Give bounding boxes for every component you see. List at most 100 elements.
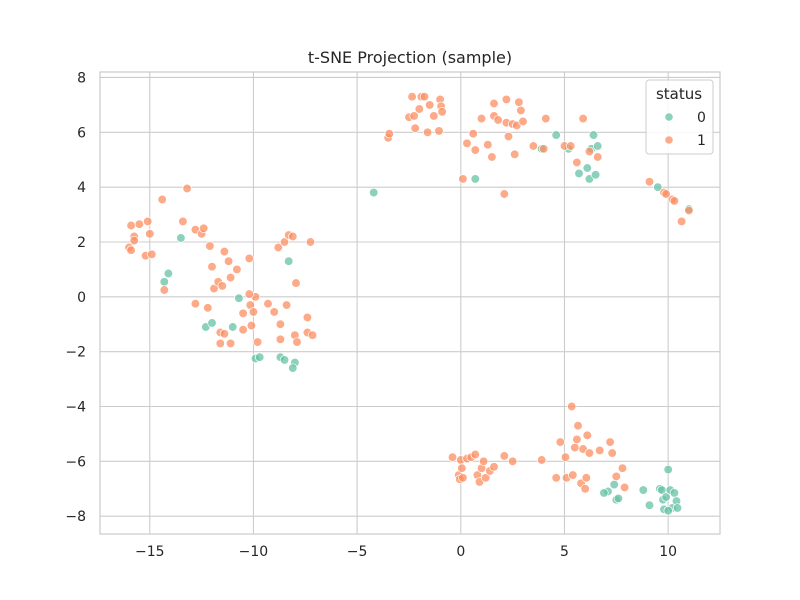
y-tick-label: −2 [65,345,86,361]
data-point-status-0 [159,277,169,287]
data-point-status-1 [263,299,273,309]
y-tick-label: 4 [77,180,86,196]
data-point-status-0 [613,493,624,504]
data-point-status-0 [593,141,603,151]
data-point-status-1 [437,107,447,117]
data-point-status-0 [470,174,480,184]
data-point-status-0 [672,503,683,513]
data-point-status-0 [369,187,379,198]
data-point-status-1 [207,262,217,272]
data-point-status-0 [669,488,680,498]
data-point-status-1 [462,138,472,148]
data-point-status-1 [147,249,157,259]
data-point-status-0 [176,233,186,243]
data-point-status-1 [292,337,302,347]
data-point-status-1 [489,462,499,472]
legend-box [645,79,714,155]
data-point-status-1 [566,141,576,151]
data-point-status-1 [434,126,444,136]
legend-marker-0 [664,112,674,122]
data-point-status-1 [244,289,254,299]
data-point-status-1 [145,229,155,239]
data-point-status-0 [163,268,174,279]
data-point-status-1 [560,452,571,462]
data-point-status-1 [468,129,478,139]
data-point-status-1 [238,325,248,335]
data-point-status-1 [593,152,603,162]
data-point-status-0 [638,485,648,495]
data-point-status-1 [288,231,298,242]
data-point-status-0 [228,322,238,332]
data-point-status-1 [595,445,605,456]
data-point-status-1 [126,245,136,255]
data-point-status-1 [273,242,283,253]
data-point-status-1 [199,223,209,233]
chart-title: t-SNE Projection (sample) [308,48,512,67]
data-point-status-1 [217,281,227,291]
data-point-status-1 [232,264,242,275]
data-point-status-1 [578,113,588,124]
y-tick-labels: −8 −6 −4 −2 0 2 4 6 8 [65,70,86,525]
data-point-status-0 [609,479,619,490]
data-point-status-1 [458,174,468,184]
data-point-status-1 [269,307,279,317]
data-point-status-1 [572,157,582,168]
data-point-status-1 [503,131,514,142]
data-point-status-1 [507,456,518,466]
data-point-status-0 [661,492,671,502]
data-point-status-1 [537,455,547,465]
data-point-status-1 [275,334,286,344]
data-point-status-1 [501,94,512,105]
data-point-status-1 [570,442,580,453]
data-point-status-1 [248,307,259,317]
data-point-status-0 [663,506,673,516]
data-point-status-1 [126,220,136,231]
y-tick-label: 2 [77,235,86,251]
data-point-status-1 [223,256,234,266]
data-point-status-1 [551,473,561,483]
data-point-status-1 [182,183,192,194]
x-tick-label: 10 [659,544,677,560]
data-point-status-1 [581,473,591,483]
data-point-status-1 [129,235,139,246]
data-point-status-0 [599,488,609,498]
data-point-status-1 [483,140,493,150]
data-point-status-1 [157,194,167,205]
data-point-status-1 [528,141,539,151]
data-point-status-0 [582,163,592,173]
data-point-status-1 [190,299,201,309]
data-point-status-1 [410,123,420,133]
data-point-status-1 [487,152,497,162]
data-point-status-1 [407,92,417,102]
legend-title: status [656,85,702,103]
data-point-status-1 [219,329,230,339]
legend-marker-1 [664,135,674,145]
y-tick-label: 6 [77,125,86,141]
data-point-status-0 [590,170,601,180]
data-point-status-1 [669,196,680,206]
data-point-status-1 [605,437,615,447]
x-tick-label: −10 [239,544,269,560]
data-point-status-1 [252,337,263,347]
data-point-status-1 [244,253,254,264]
data-point-status-1 [225,338,236,349]
data-point-status-1 [458,473,468,483]
data-point-status-1 [178,216,188,227]
plot-frame [99,71,721,535]
data-point-status-1 [568,470,578,480]
data-point-status-1 [275,319,286,329]
data-point-status-0 [644,500,655,510]
data-point-status-0 [207,318,217,328]
legend: status 0 1 [645,79,714,155]
data-point-status-1 [499,451,509,461]
data-point-status-1 [611,471,621,482]
x-tick-label: −5 [347,544,368,560]
data-point-status-1 [607,448,617,458]
data-point-status-1 [307,330,318,340]
data-point-status-1 [302,312,313,323]
data-point-status-1 [478,456,489,466]
y-tick-label: −6 [65,454,86,470]
data-point-status-1 [676,216,687,227]
data-point-status-1 [425,100,435,110]
